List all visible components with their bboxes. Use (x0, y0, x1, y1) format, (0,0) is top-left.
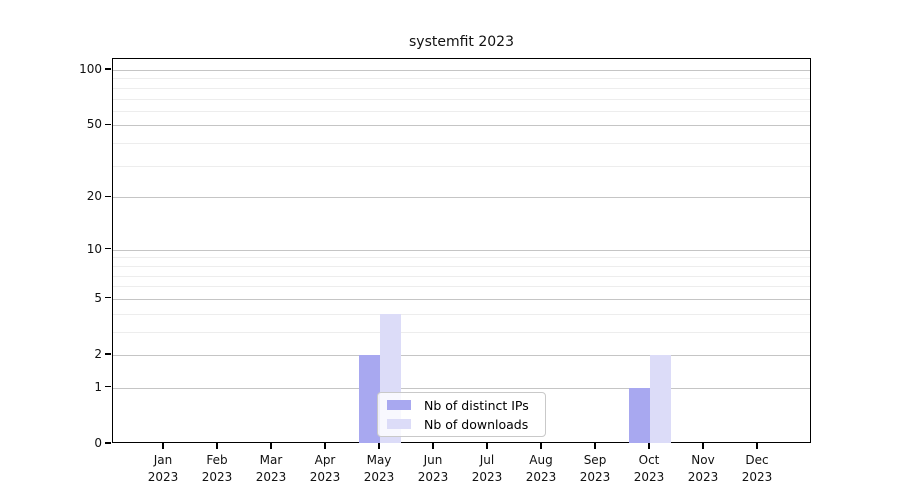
bar-distinct-ips (359, 355, 380, 443)
y-tick (105, 195, 111, 197)
x-tick-label: Jul 2023 (459, 452, 515, 486)
minor-gridline (113, 265, 810, 267)
month-label: May (366, 453, 392, 467)
x-tick (486, 443, 488, 449)
x-tick (270, 443, 272, 449)
y-tick-label: 1 (94, 379, 102, 394)
year-label: 2023 (255, 470, 287, 484)
y-tick (105, 386, 111, 388)
minor-gridline (113, 87, 810, 89)
x-tick-label: Jan 2023 (135, 452, 191, 486)
y-tick (105, 353, 111, 355)
year-label: 2023 (687, 470, 719, 484)
y-tick (105, 297, 111, 299)
minor-gridline (113, 110, 810, 112)
month-label: Mar (259, 453, 283, 467)
bar-distinct-ips (629, 387, 650, 443)
month-label: Jul (479, 453, 495, 467)
x-tick (216, 443, 218, 449)
month-label: Nov (691, 453, 715, 467)
year-label: 2023 (417, 470, 449, 484)
x-tick-label: Nov 2023 (675, 452, 731, 486)
y-tick-label: 5 (94, 290, 102, 305)
year-label: 2023 (525, 470, 557, 484)
year-label: 2023 (201, 470, 233, 484)
y-tick-label: 2 (94, 347, 102, 361)
x-tick-label: Sep 2023 (567, 452, 623, 486)
y-tick-label: 20 (86, 189, 102, 204)
major-gridline (113, 387, 810, 389)
x-tick (162, 443, 164, 449)
year-label: 2023 (309, 470, 341, 484)
x-tick (540, 443, 542, 449)
major-gridline (113, 298, 810, 300)
month-label: Sep (583, 453, 607, 467)
x-tick-label: Jun 2023 (405, 452, 461, 486)
minor-gridline (113, 78, 810, 80)
minor-gridline (113, 165, 810, 167)
minor-gridline (113, 331, 810, 333)
x-tick-label: Dec 2023 (729, 452, 785, 486)
legend-swatch (387, 419, 411, 429)
bar-downloads (650, 355, 671, 443)
x-tick (594, 443, 596, 449)
x-tick-label: Apr 2023 (297, 452, 353, 486)
minor-gridline (113, 257, 810, 259)
y-tick (105, 123, 111, 126)
x-tick (702, 443, 704, 449)
year-label: 2023 (741, 470, 773, 484)
major-gridline (113, 355, 810, 356)
y-tick-label: 100 (79, 62, 102, 76)
minor-gridline (113, 313, 810, 315)
legend-swatch (387, 400, 411, 410)
month-label: Apr (314, 453, 336, 467)
year-label: 2023 (471, 470, 503, 484)
x-tick (324, 443, 326, 449)
legend-label: Nb of distinct IPs (424, 397, 529, 413)
x-tick (432, 443, 434, 449)
minor-gridline (113, 98, 810, 100)
x-tick-label: May 2023 (351, 452, 407, 486)
x-tick (756, 443, 758, 449)
year-label: 2023 (147, 470, 179, 484)
y-tick (105, 68, 111, 70)
month-label: Dec (745, 453, 769, 467)
y-tick (105, 442, 111, 444)
month-label: Jun (423, 453, 443, 467)
x-tick (648, 443, 650, 449)
minor-gridline (113, 275, 810, 277)
legend-item: Nb of downloads (387, 417, 536, 432)
year-label: 2023 (579, 470, 611, 484)
legend: Nb of distinct IPs Nb of downloads (377, 392, 546, 437)
y-tick-label: 50 (86, 117, 102, 132)
year-label: 2023 (633, 470, 665, 484)
month-label: Aug (529, 453, 553, 467)
month-label: Feb (206, 453, 228, 467)
y-tick-label: 10 (86, 241, 102, 256)
major-gridline (113, 125, 810, 127)
x-tick-label: Aug 2023 (513, 452, 569, 486)
chart-title: systemfit 2023 (409, 34, 514, 50)
major-gridline (113, 197, 810, 199)
y-tick-label: 0 (94, 436, 102, 450)
minor-gridline (113, 286, 810, 288)
x-tick-label: Feb 2023 (189, 452, 245, 486)
major-gridline (113, 70, 810, 71)
plot-area: Nb of distinct IPs Nb of downloads (112, 58, 811, 443)
month-label: Jan (153, 453, 173, 467)
x-tick-label: Mar 2023 (243, 452, 299, 486)
x-tick-label: Oct 2023 (621, 452, 677, 486)
minor-gridline (113, 143, 810, 145)
legend-label: Nb of downloads (424, 416, 529, 432)
legend-item: Nb of distinct IPs (387, 398, 536, 413)
x-tick (378, 443, 380, 449)
month-label: Oct (638, 453, 660, 467)
year-label: 2023 (363, 470, 395, 484)
y-tick (105, 248, 111, 250)
major-gridline (113, 249, 810, 251)
